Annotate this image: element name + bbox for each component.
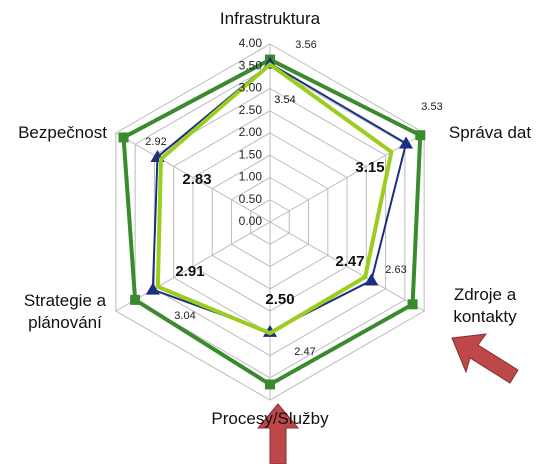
value-label: 3.53 [421, 101, 442, 113]
marker [265, 379, 275, 390]
marker [399, 136, 414, 149]
value-label: 3.15 [355, 159, 384, 176]
value-label: 2.47 [294, 346, 315, 358]
spoke [115, 221, 271, 312]
marker [407, 299, 418, 310]
value-label: 3.04 [174, 310, 195, 322]
marker [364, 273, 379, 286]
axis-tick-label: 0.00 [239, 214, 263, 228]
arrow [256, 403, 300, 464]
axis-tick-label: 3.50 [239, 58, 263, 72]
value-label: 2.47 [335, 253, 364, 270]
category-label: Infrastruktura [219, 9, 321, 28]
category-label: Strategie a plánování [23, 291, 107, 332]
category-label: Bezpečnost [18, 123, 107, 142]
axis-tick-label: 2.00 [239, 125, 263, 139]
category-label: Procesy/Služby [211, 409, 329, 428]
value-label: 2.92 [145, 136, 166, 148]
marker [130, 294, 141, 305]
value-label: 3.54 [274, 94, 295, 106]
spoke [115, 132, 271, 223]
axis-tick-label: 4.00 [239, 36, 263, 50]
marker [118, 132, 129, 143]
category-label: Správa dat [448, 123, 532, 142]
axis-tick-label: 0.50 [239, 192, 263, 206]
axis-tick-label: 1.50 [239, 147, 263, 161]
marker [415, 130, 426, 141]
spoke [269, 221, 425, 312]
marker [145, 282, 160, 295]
arrow [451, 333, 519, 384]
value-label: 2.50 [265, 291, 294, 308]
series-line [155, 61, 394, 336]
value-label: 2.91 [175, 263, 204, 280]
axis-tick-label: 1.00 [239, 170, 263, 184]
axis-tick-label: 2.50 [239, 103, 263, 117]
value-label: 3.56 [295, 39, 316, 51]
spoke [269, 132, 425, 223]
value-label: 2.83 [182, 171, 211, 188]
value-label: 2.63 [385, 264, 406, 276]
category-label: Zdroje a kontakty [453, 285, 517, 326]
axis-tick-label: 3.00 [239, 81, 263, 95]
